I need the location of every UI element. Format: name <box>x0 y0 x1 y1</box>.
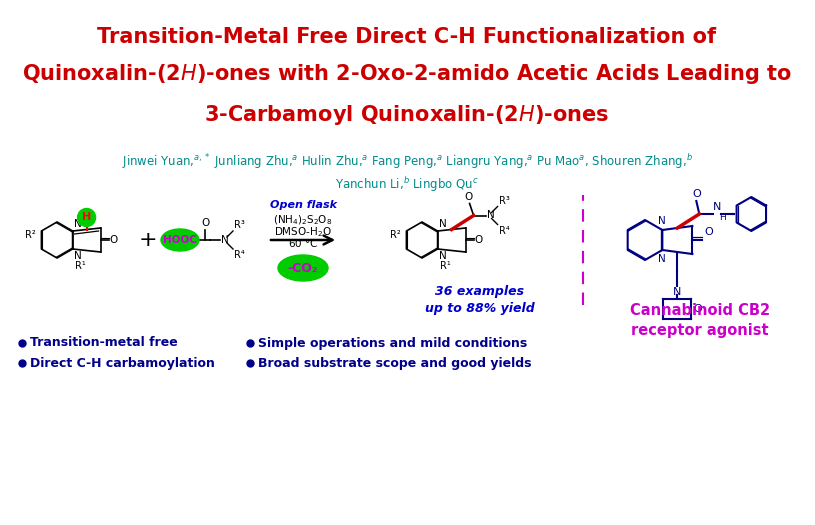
Text: Direct C-H carbamoylation: Direct C-H carbamoylation <box>30 356 215 370</box>
Text: R⁴: R⁴ <box>234 250 244 260</box>
Text: O: O <box>200 218 209 228</box>
Text: N: N <box>438 219 447 229</box>
Text: Broad substrate scope and good yields: Broad substrate scope and good yields <box>258 356 531 370</box>
Text: Jinwei Yuan,$^{a,*}$ Junliang Zhu,$^{a}$ Hulin Zhu,$^{a}$ Fang Peng,$^{a}$ Liang: Jinwei Yuan,$^{a,*}$ Junliang Zhu,$^{a}$… <box>121 152 693 171</box>
Text: N: N <box>487 211 495 220</box>
Ellipse shape <box>278 255 328 281</box>
Text: N: N <box>659 216 666 226</box>
Text: (NH$_4$)$_2$S$_2$O$_8$: (NH$_4$)$_2$S$_2$O$_8$ <box>273 213 333 227</box>
Text: O: O <box>109 235 118 245</box>
Text: Transition-metal free: Transition-metal free <box>30 337 178 350</box>
Text: N: N <box>713 202 722 212</box>
Text: R⁴: R⁴ <box>499 226 509 236</box>
Text: N: N <box>73 251 82 261</box>
Text: Open flask: Open flask <box>270 200 337 210</box>
Text: R²: R² <box>25 230 36 240</box>
Text: Quinoxalin-(2$\mathit{H}$)-ones with 2-Oxo-2-amido Acetic Acids Leading to: Quinoxalin-(2$\mathit{H}$)-ones with 2-O… <box>22 62 792 86</box>
Text: HOOC: HOOC <box>163 235 197 245</box>
Text: R³: R³ <box>234 220 244 230</box>
Text: N: N <box>438 251 447 261</box>
Text: O: O <box>465 192 473 202</box>
Text: H: H <box>82 213 91 223</box>
Text: N: N <box>673 287 681 297</box>
Text: R¹: R¹ <box>439 261 451 271</box>
Text: O: O <box>692 189 701 199</box>
Text: Yanchun Li,$^{b}$ Lingbo Qu$^{c}$: Yanchun Li,$^{b}$ Lingbo Qu$^{c}$ <box>335 175 479 194</box>
Text: R¹: R¹ <box>75 261 86 271</box>
Text: R³: R³ <box>499 195 509 205</box>
Text: N: N <box>659 254 666 264</box>
Text: 3-Carbamoyl Quinoxalin-(2$\mathit{H}$)-ones: 3-Carbamoyl Quinoxalin-(2$\mathit{H}$)-o… <box>205 103 610 127</box>
Circle shape <box>77 208 95 226</box>
Text: 36 examples
up to 88% yield: 36 examples up to 88% yield <box>425 285 535 315</box>
Text: +: + <box>139 230 157 250</box>
Text: 60 $\degree$C: 60 $\degree$C <box>288 237 318 249</box>
Text: O: O <box>694 304 702 314</box>
Text: O: O <box>474 235 482 245</box>
Text: -CO₂: -CO₂ <box>288 261 318 275</box>
Text: N: N <box>73 219 82 229</box>
Text: DMSO-H$_2$O: DMSO-H$_2$O <box>274 225 332 239</box>
Text: R²: R² <box>390 230 401 240</box>
Text: H: H <box>720 213 726 222</box>
Text: O: O <box>704 227 713 237</box>
Text: Cannabinoid CB2
receptor agonist: Cannabinoid CB2 receptor agonist <box>630 303 770 338</box>
Text: N: N <box>221 235 229 245</box>
Text: Transition-Metal Free Direct C-H Functionalization of: Transition-Metal Free Direct C-H Functio… <box>98 27 716 47</box>
Text: Simple operations and mild conditions: Simple operations and mild conditions <box>258 337 527 350</box>
Ellipse shape <box>161 229 199 251</box>
